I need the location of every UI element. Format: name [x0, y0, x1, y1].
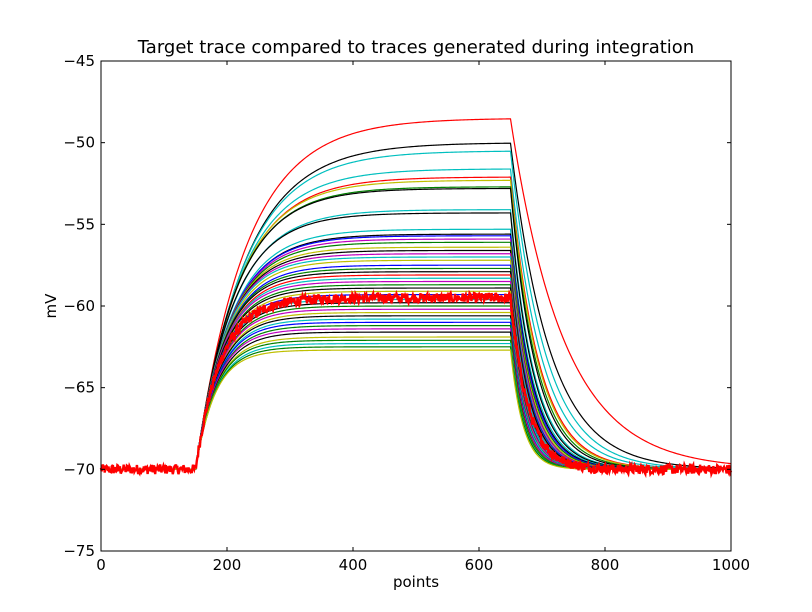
x-tick-label: 1000	[712, 556, 750, 574]
plot-area	[99, 118, 733, 479]
x-axis-label: points	[393, 573, 439, 591]
x-tick-label: 800	[591, 556, 620, 574]
x-tick-label: 400	[339, 556, 368, 574]
y-tick-label: −60	[63, 297, 95, 315]
chart-title: Target trace compared to traces generate…	[137, 37, 694, 58]
x-tick-label: 0	[96, 556, 106, 574]
y-tick-label: −45	[63, 52, 95, 70]
y-tick-label: −65	[63, 379, 95, 397]
target-trace	[99, 289, 733, 479]
y-tick-label: −50	[63, 134, 95, 152]
y-tick-label: −55	[63, 215, 95, 233]
x-tick-label: 600	[465, 556, 494, 574]
y-axis-label: mV	[42, 293, 60, 319]
axis-ticks: 0 200 400 600 800 1000 −75 −70 −65 −60 −55 −50 −45	[63, 52, 750, 574]
x-tick-label: 200	[213, 556, 242, 574]
y-tick-label: −70	[63, 460, 95, 478]
y-tick-label: −75	[63, 542, 95, 560]
